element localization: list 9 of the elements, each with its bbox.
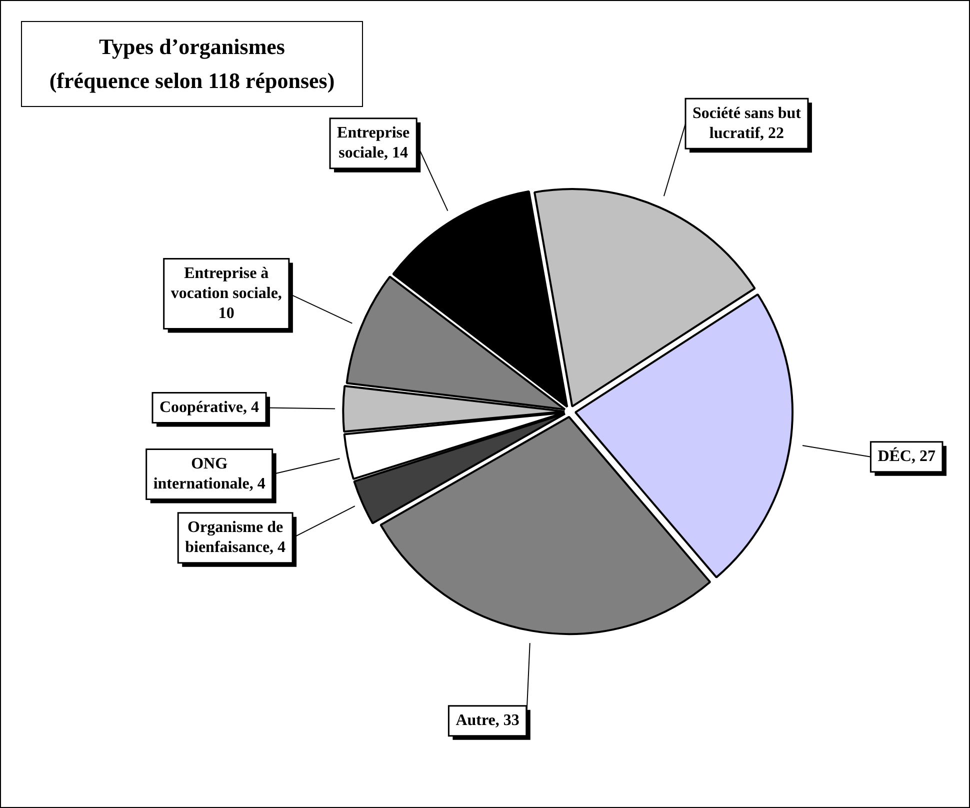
slice-label: Entreprise sociale, 14 xyxy=(337,124,410,162)
slice-label: DÉC, 27 xyxy=(878,446,936,465)
slice-label: Coopérative, 4 xyxy=(159,398,260,416)
slice-label: Organisme de bienfaisance, 4 xyxy=(185,518,286,556)
slice-label: Entreprise à vocation sociale, 10 xyxy=(170,264,282,322)
slice-label: Société sans but lucratif, 22 xyxy=(692,104,802,142)
slice-label: ONG internationale, 4 xyxy=(153,455,266,492)
chart-title: Types d’organismes (fréquence selon 118 réponses) xyxy=(21,21,363,107)
slice-label: Autre, 33 xyxy=(456,712,520,730)
